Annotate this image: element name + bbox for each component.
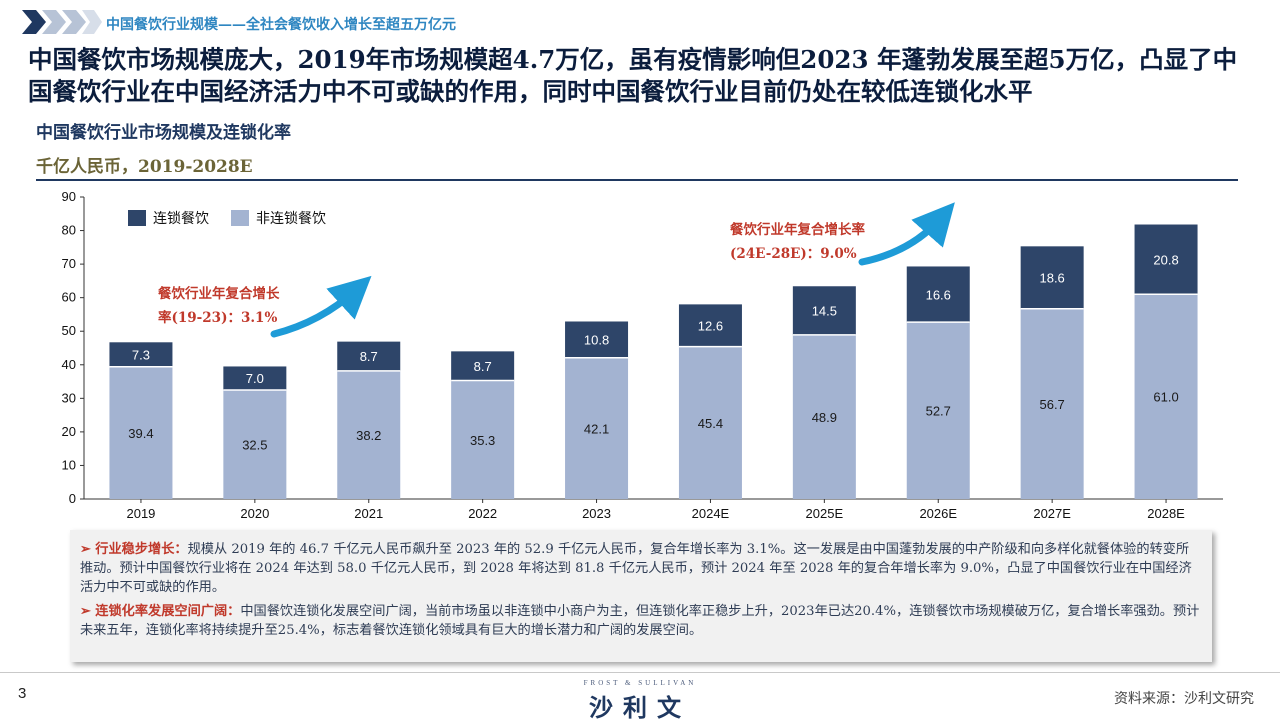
- notes-panel: ➢ 行业稳步增长：规模从 2019 年的 46.7 千亿元人民币飙升至 2023…: [70, 530, 1212, 662]
- data-label-non-chain: 38.2: [356, 428, 381, 443]
- growth-arrow-icon: [270, 275, 372, 338]
- y-tick-label: 40: [62, 357, 76, 372]
- x-tick-label: 2026E: [919, 506, 957, 521]
- chart-subtitle: 千亿人民币，2019-2028E: [36, 157, 253, 177]
- x-tick-label: 2022: [468, 506, 497, 521]
- bar-chain-2020: [223, 366, 287, 390]
- x-tick-label: 2025E: [806, 506, 844, 521]
- y-tick-label: 30: [62, 390, 76, 405]
- footer-divider: [0, 672, 1280, 673]
- bar-chain-2027E: [1020, 246, 1084, 309]
- breadcrumb: 中国餐饮行业规模——全社会餐饮收入增长至超五万亿元: [106, 17, 456, 33]
- growth-arrow-icon: [858, 202, 955, 266]
- y-tick-label: 50: [62, 323, 76, 338]
- note-chain-rate: ➢ 连锁化率发展空间广阔：中国餐饮连锁化发展空间广阔，当前市场虽以非连锁中小商户…: [80, 602, 1200, 640]
- bar-non-chain-2020: [223, 389, 287, 499]
- pointer-icon: ➢: [80, 542, 92, 557]
- data-label-chain: 14.5: [812, 304, 837, 319]
- x-tick-label: 2021: [354, 506, 383, 521]
- data-label-chain: 16.6: [926, 287, 951, 302]
- data-label-chain: 8.7: [360, 349, 378, 364]
- chevron-arrows-icon: [22, 10, 102, 34]
- cagr-annotation-24-28-line1: 餐饮行业年复合增长率: [729, 221, 865, 238]
- cagr-annotation-24-28-line2: (24E-28E)：9.0%: [730, 246, 857, 262]
- y-tick-label: 20: [62, 424, 76, 439]
- bar-chain-2028E: [1134, 224, 1198, 295]
- bar-non-chain-2026E: [906, 322, 970, 499]
- bar-chain-2023: [565, 321, 629, 358]
- data-label-non-chain: 52.7: [926, 404, 951, 419]
- y-tick-label: 0: [69, 491, 76, 506]
- x-tick-label: 2023: [582, 506, 611, 521]
- data-label-non-chain: 42.1: [584, 421, 609, 436]
- bar-chain-2025E: [792, 286, 856, 335]
- note-text: 规模从 2019 年的 46.7 千亿元人民币飙升至 2023 年的 52.9 …: [80, 542, 1192, 595]
- data-label-non-chain: 32.5: [242, 437, 267, 452]
- data-label-non-chain: 48.9: [812, 410, 837, 425]
- data-label-chain: 7.3: [132, 348, 150, 363]
- data-label-chain: 18.6: [1039, 271, 1064, 286]
- data-label-chain: 20.8: [1153, 252, 1178, 267]
- bar-chain-2021: [337, 341, 401, 371]
- data-label-chain: 10.8: [584, 333, 609, 348]
- data-label-chain: 7.0: [246, 371, 264, 386]
- pointer-icon: ➢: [80, 604, 92, 619]
- legend-swatch-non-chain: [231, 210, 249, 226]
- page-headline: 中国餐饮市场规模庞大，2019年市场规模超4.7万亿，虽有疫情影响但2023 年…: [28, 45, 1238, 106]
- page-number: 3: [18, 685, 27, 702]
- y-tick-label: 10: [62, 457, 76, 472]
- data-label-chain: 12.6: [698, 319, 723, 334]
- source-note: 资料来源：沙利文研究: [1114, 691, 1254, 707]
- note-lead: 连锁化率发展空间广阔：: [95, 604, 241, 619]
- x-tick-label: 2019: [126, 506, 155, 521]
- bar-chain-2019: [109, 342, 173, 367]
- data-label-non-chain: 39.4: [128, 426, 153, 441]
- bar-chain-2022: [451, 351, 515, 381]
- y-tick-label: 60: [62, 290, 76, 305]
- bar-non-chain-2024E: [678, 346, 742, 499]
- legend-label-non-chain: 非连锁餐饮: [256, 211, 326, 227]
- bar-non-chain-2025E: [792, 334, 856, 499]
- bar-non-chain-2021: [337, 370, 401, 499]
- cagr-annotation-19-23-line1: 餐饮行业年复合增长: [157, 285, 280, 302]
- logo-en: FROST & SULLIVAN: [583, 679, 697, 687]
- data-label-non-chain: 56.7: [1039, 397, 1064, 412]
- chart-title: 中国餐饮行业市场规模及连锁化率: [36, 123, 291, 143]
- y-tick-label: 90: [62, 189, 76, 204]
- note-industry-growth: ➢ 行业稳步增长：规模从 2019 年的 46.7 千亿元人民币飙升至 2023…: [80, 540, 1200, 597]
- x-tick-label: 2020: [240, 506, 269, 521]
- bar-non-chain-2028E: [1134, 294, 1198, 499]
- stacked-bar-chart: 0 10 20 30 40 50 60 70 80 90 2019 2020 2021 2022 2023 2…: [62, 189, 1223, 521]
- y-tick-label: 70: [62, 256, 76, 271]
- data-label-non-chain: 45.4: [698, 416, 723, 431]
- x-tick-label: 2024E: [692, 506, 730, 521]
- bar-chain-2024E: [678, 304, 742, 347]
- bar-non-chain-2019: [109, 366, 173, 499]
- x-tick-label: 2027E: [1033, 506, 1071, 521]
- y-tick-label: 80: [62, 223, 76, 238]
- bar-chain-2026E: [906, 266, 970, 323]
- data-label-non-chain: 61.0: [1153, 390, 1178, 405]
- x-tick-label: 2028E: [1147, 506, 1185, 521]
- note-text: 中国餐饮连锁化发展空间广阔，当前市场虽以非连锁中小商户为主，但连锁化率正稳步上升…: [80, 604, 1200, 638]
- cagr-annotation-19-23-line2: 率(19-23)：3.1%: [158, 309, 277, 326]
- bar-non-chain-2022: [451, 380, 515, 499]
- legend-label-chain: 连锁餐饮: [153, 211, 209, 227]
- logo-cn: 沙利文: [589, 693, 691, 722]
- title-divider: [36, 179, 1238, 181]
- note-lead: 行业稳步增长：: [95, 542, 188, 557]
- data-label-chain: 8.7: [474, 359, 492, 374]
- bar-non-chain-2027E: [1020, 308, 1084, 499]
- legend-swatch-chain: [128, 210, 146, 226]
- data-label-non-chain: 35.3: [470, 433, 495, 448]
- bar-non-chain-2023: [565, 357, 629, 499]
